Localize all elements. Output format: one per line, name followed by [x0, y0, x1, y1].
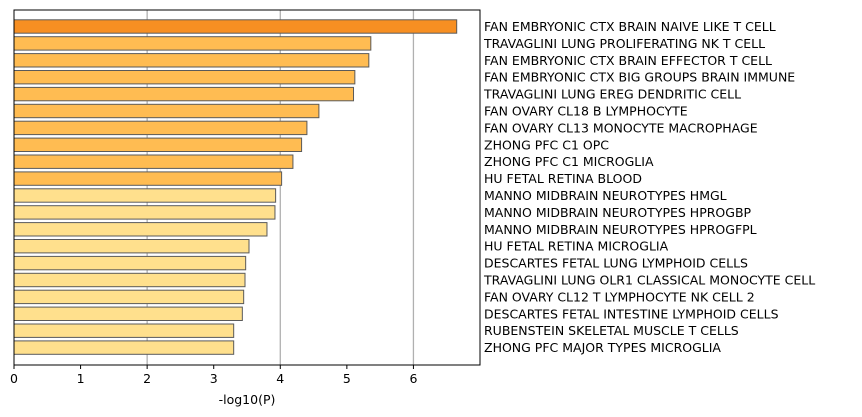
bar-17 — [13, 289, 245, 305]
bar-12 — [13, 205, 276, 220]
bar-18 — [13, 306, 243, 322]
bar-8 — [13, 137, 303, 153]
bar-11 — [13, 188, 277, 203]
x-axis-label: -log10(P) — [219, 392, 276, 407]
bar-13 — [13, 222, 268, 237]
bar-7 — [13, 120, 308, 136]
x-tick-label-3: 3 — [210, 371, 218, 386]
category-label-14: HU FETAL RETINA MICROGLIA — [484, 239, 669, 254]
x-tick-label-1: 1 — [77, 371, 85, 386]
category-label-1: FAN EMBRYONIC CTX BRAIN NAIVE LIKE T CEL… — [484, 19, 776, 34]
bar-19 — [13, 323, 235, 338]
category-label-8: ZHONG PFC C1 OPC — [484, 137, 609, 152]
x-tick-label-2: 2 — [143, 371, 151, 386]
category-label-10: HU FETAL RETINA BLOOD — [484, 171, 642, 186]
category-label-17: FAN OVARY CL12 T LYMPHOCYTE NK CELL 2 — [484, 289, 755, 304]
category-label-13: MANNO MIDBRAIN NEUROTYPES HPROGFPL — [484, 222, 757, 237]
bar-1 — [13, 19, 458, 34]
bar-3 — [13, 53, 370, 68]
plot-frame — [13, 9, 481, 366]
category-label-18: DESCARTES FETAL INTESTINE LYMPHOID CELLS — [484, 306, 779, 321]
category-label-16: TRAVAGLINI LUNG OLR1 CLASSICAL MONOCYTE … — [483, 273, 815, 288]
x-axis-ticks: 0 1 2 3 4 5 6 — [10, 365, 417, 386]
category-label-11: MANNO MIDBRAIN NEUROTYPES HMGL — [484, 188, 727, 203]
category-label-9: ZHONG PFC C1 MICROGLIA — [484, 154, 654, 169]
category-label-6: FAN OVARY CL18 B LYMPHOCYTE — [484, 104, 688, 119]
x-tick-label-6: 6 — [409, 371, 417, 386]
x-tick-label-4: 4 — [276, 371, 284, 386]
bar-14 — [13, 239, 250, 254]
bar-4 — [13, 70, 356, 85]
category-label-2: TRAVAGLINI LUNG PROLIFERATING NK T CELL — [483, 36, 765, 51]
bar-9 — [13, 154, 294, 169]
bars — [13, 19, 458, 355]
grid-lines — [146, 10, 415, 365]
bar-20 — [13, 340, 235, 355]
bar-10 — [13, 171, 283, 186]
category-label-5: TRAVAGLINI LUNG EREG DENDRITIC CELL — [483, 87, 741, 102]
category-label-20: ZHONG PFC MAJOR TYPES MICROGLIA — [484, 340, 721, 355]
bar-15 — [13, 255, 247, 271]
bar-5 — [13, 86, 355, 102]
category-label-12: MANNO MIDBRAIN NEUROTYPES HPROGBP — [484, 205, 752, 220]
category-label-4: FAN EMBRYONIC CTX BIG GROUPS BRAIN IMMUN… — [484, 70, 795, 85]
category-label-15: DESCARTES FETAL LUNG LYMPHOID CELLS — [484, 256, 748, 271]
bar-16 — [13, 272, 246, 288]
category-labels: FAN EMBRYONIC CTX BRAIN NAIVE LIKE T CEL… — [483, 19, 815, 355]
category-label-3: FAN EMBRYONIC CTX BRAIN EFFECTOR T CELL — [484, 53, 772, 68]
bar-2 — [13, 36, 372, 51]
x-tick-label-0: 0 — [10, 371, 18, 386]
x-tick-label-5: 5 — [343, 371, 351, 386]
category-label-7: FAN OVARY CL13 MONOCYTE MACROPHAGE — [484, 120, 758, 135]
category-label-19: RUBENSTEIN SKELETAL MUSCLE T CELLS — [484, 323, 739, 338]
bar-6 — [13, 103, 320, 119]
